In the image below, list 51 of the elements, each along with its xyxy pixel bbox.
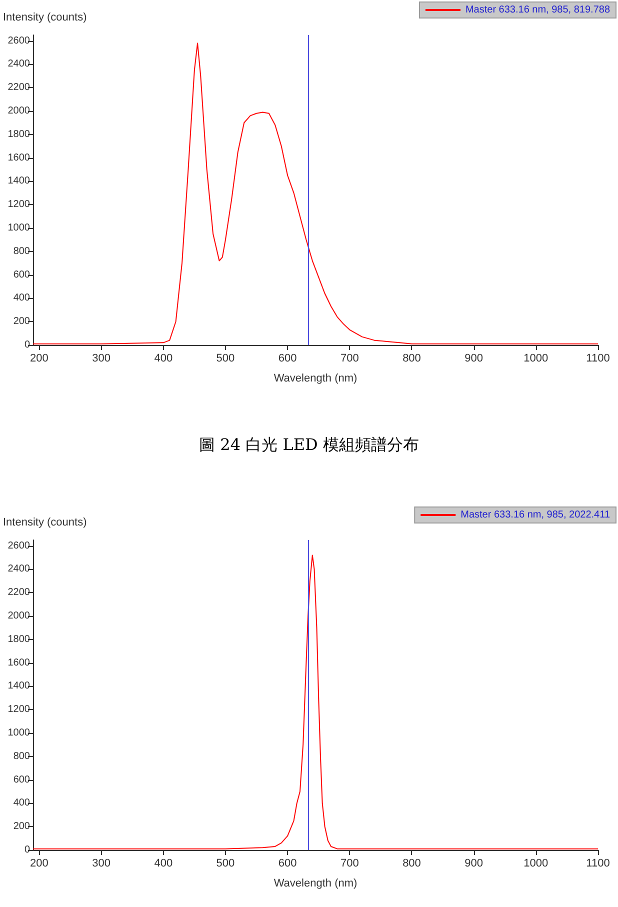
y-tick-label: 2200	[8, 82, 30, 94]
y-axis-title: Intensity (counts)	[3, 516, 87, 528]
x-tick-label: 300	[92, 352, 110, 364]
x-tick-label: 900	[464, 352, 484, 364]
y-tick-label: 1600	[8, 657, 30, 668]
x-tick-label: 700	[340, 352, 359, 364]
y-tick-label: 600	[13, 774, 30, 786]
y-axis-title: Intensity (counts)	[3, 12, 87, 24]
y-tick-label: 2600	[8, 35, 30, 46]
y-tick-label: 2200	[8, 587, 30, 598]
y-tick-label: 800	[13, 246, 30, 257]
x-tick-label: 700	[340, 858, 359, 870]
x-tick-label: 600	[278, 858, 297, 870]
y-tick-label: 1600	[8, 152, 30, 164]
y-tick-label: 800	[13, 750, 30, 762]
x-tick-label: 500	[216, 858, 235, 870]
y-tick-label: 1200	[8, 199, 30, 210]
x-tick-label: 900	[464, 858, 484, 870]
y-tick-label: 200	[13, 821, 30, 832]
y-tick-label: 2600	[8, 540, 30, 552]
y-tick-label: 1000	[8, 728, 30, 739]
y-tick-label: 200	[13, 316, 30, 328]
x-axis-title: Wavelength (nm)	[274, 372, 358, 384]
y-tick-label: 1400	[8, 176, 30, 187]
x-tick-label: 1100	[586, 858, 610, 870]
y-tick-label: 400	[13, 798, 30, 809]
x-axis-title: Wavelength (nm)	[274, 878, 358, 890]
x-tick-label: 800	[402, 858, 421, 870]
y-tick-label: 600	[13, 269, 30, 280]
x-tick-label: 400	[154, 352, 173, 364]
y-tick-label: 2400	[8, 58, 30, 70]
x-tick-label: 800	[402, 352, 421, 364]
caption: 圖 24 白光 LED 模組頻譜分布	[198, 434, 420, 456]
x-tick-label: 1100	[586, 352, 610, 364]
y-tick-label: 1800	[8, 634, 30, 645]
legend-label: Master 633.16 nm, 985, 819.788	[465, 4, 610, 16]
x-tick-label: 300	[92, 858, 110, 870]
x-tick-label: 600	[278, 352, 297, 364]
legend-label: Master 633.16 nm, 985, 2022.411	[460, 510, 610, 520]
x-tick-label: 500	[216, 352, 235, 364]
y-tick-label: 400	[13, 292, 30, 304]
x-tick-label: 400	[154, 858, 173, 870]
y-tick-label: 1000	[8, 222, 30, 234]
y-tick-label: 1400	[8, 680, 30, 692]
y-tick-label: 2000	[8, 610, 30, 622]
y-tick-label: 2000	[8, 106, 30, 117]
y-tick-label: 1200	[8, 704, 30, 716]
x-tick-label: 1000	[524, 352, 548, 364]
y-tick-label: 1800	[8, 128, 30, 140]
y-tick-label: 2400	[8, 564, 30, 575]
x-tick-label: 1000	[524, 858, 548, 870]
